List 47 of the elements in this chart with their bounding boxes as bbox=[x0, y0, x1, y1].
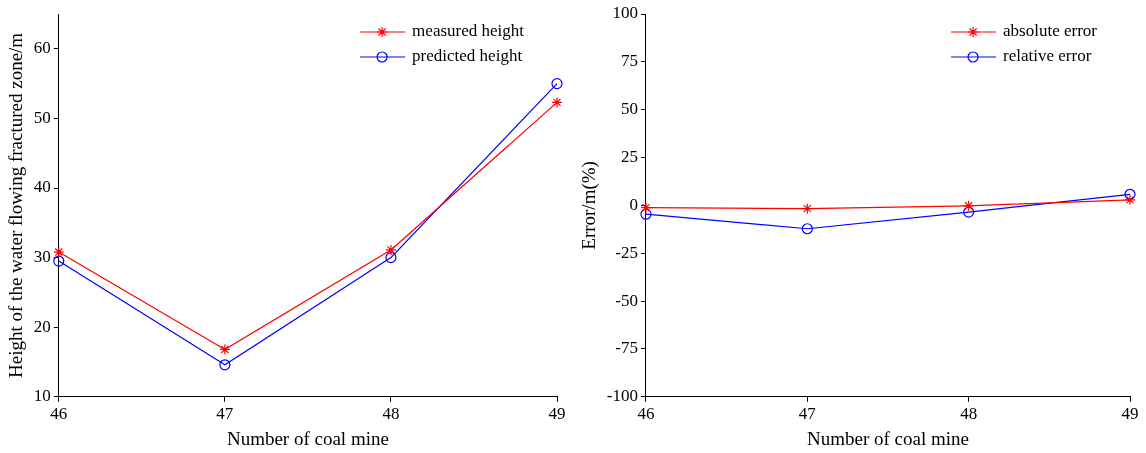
point bbox=[53, 255, 65, 267]
x-tick-label: 49 bbox=[1121, 404, 1139, 424]
point bbox=[640, 202, 652, 214]
point bbox=[1124, 194, 1136, 206]
y-tick-label: 50 bbox=[620, 99, 638, 119]
point bbox=[551, 78, 563, 90]
x-tick-label: 46 bbox=[50, 404, 68, 424]
point bbox=[963, 200, 975, 212]
point bbox=[551, 96, 563, 108]
y-tick-label: -100 bbox=[606, 386, 638, 406]
y-tick-label: 20 bbox=[33, 316, 51, 336]
point bbox=[385, 244, 397, 256]
point bbox=[640, 208, 652, 220]
legend-label: absolute error bbox=[1003, 21, 1098, 41]
x-tick-label: 46 bbox=[637, 404, 655, 424]
y-tick-label: -25 bbox=[615, 242, 638, 262]
x-tick-label: 48 bbox=[382, 404, 400, 424]
point bbox=[963, 206, 975, 218]
legend-label: predicted height bbox=[412, 46, 523, 66]
x-axis-title: Number of coal mine bbox=[806, 427, 969, 449]
x-tick-label: 49 bbox=[548, 404, 566, 424]
legend-label: relative error bbox=[1003, 46, 1092, 66]
x-tick-label: 47 bbox=[216, 404, 234, 424]
y-tick-label: 100 bbox=[612, 3, 638, 23]
y-tick-label: 10 bbox=[33, 386, 51, 406]
y-tick-label: 25 bbox=[620, 147, 638, 167]
y-tick-label: 30 bbox=[33, 247, 51, 267]
x-tick-label: 47 bbox=[798, 404, 817, 424]
legend-label: measured height bbox=[412, 21, 525, 41]
point bbox=[385, 252, 397, 264]
y-tick-label: -75 bbox=[615, 338, 638, 358]
y-tick-label: 75 bbox=[620, 51, 638, 71]
point bbox=[53, 246, 65, 258]
point bbox=[219, 359, 231, 371]
y-axis-title: Error/m(%) bbox=[578, 161, 601, 250]
point bbox=[1124, 188, 1136, 200]
y-tick-label: 40 bbox=[33, 177, 51, 197]
point bbox=[219, 343, 231, 356]
y-tick-label: 50 bbox=[33, 107, 51, 127]
x-axis-title: Number of coal mine bbox=[226, 427, 389, 449]
y-tick-label: 0 bbox=[629, 194, 638, 214]
y-axis-title: Height of the water flowing fractured zone/m bbox=[5, 32, 27, 378]
point bbox=[801, 223, 813, 235]
x-tick-label: 48 bbox=[960, 404, 978, 424]
y-tick-label: -50 bbox=[615, 290, 638, 310]
y-tick-label: 60 bbox=[33, 38, 51, 58]
point bbox=[801, 203, 813, 215]
